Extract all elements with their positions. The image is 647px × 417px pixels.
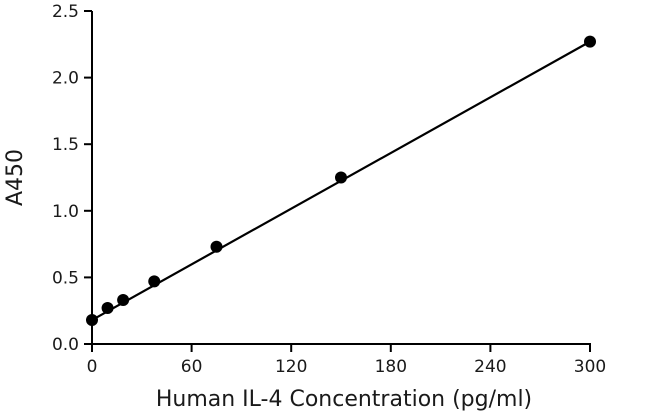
data-point bbox=[584, 35, 596, 48]
data-points bbox=[86, 35, 596, 327]
y-tick-label: 1.0 bbox=[52, 202, 79, 222]
x-tick-label: 180 bbox=[375, 357, 407, 377]
x-tick-label: 300 bbox=[574, 357, 606, 377]
data-point bbox=[210, 240, 223, 253]
x-tick-label: 0 bbox=[87, 357, 98, 377]
y-tick-label: 2.0 bbox=[52, 69, 79, 89]
x-tick-label: 60 bbox=[181, 357, 203, 377]
y-tick-label: 1.5 bbox=[52, 135, 79, 155]
data-point bbox=[335, 171, 347, 184]
x-axis-title: Human IL-4 Concentration (pg/ml) bbox=[156, 387, 532, 412]
y-axis-title: A450 bbox=[3, 149, 28, 206]
data-point bbox=[117, 294, 130, 307]
x-tick-label: 240 bbox=[474, 357, 506, 377]
y-axis: 0.0 0.5 1.0 1.5 2.0 2.5 bbox=[52, 2, 93, 355]
y-tick-label: 0.5 bbox=[52, 268, 79, 288]
data-point bbox=[101, 302, 114, 315]
y-tick-label: 0.0 bbox=[52, 335, 79, 355]
data-point bbox=[148, 275, 161, 288]
y-tick-label: 2.5 bbox=[52, 2, 79, 22]
x-tick-label: 120 bbox=[275, 357, 307, 377]
x-axis: 0 60 120 180 240 300 bbox=[87, 343, 606, 377]
